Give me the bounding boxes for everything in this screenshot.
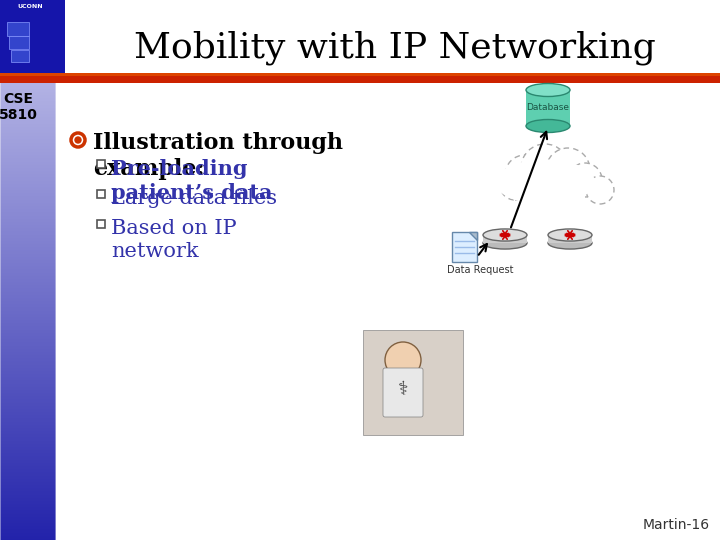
Circle shape [546,148,590,192]
Circle shape [75,137,81,143]
Text: Mobility with IP Networking: Mobility with IP Networking [134,31,656,65]
Text: Based on IP
network: Based on IP network [111,219,237,261]
Text: CSE
5810: CSE 5810 [0,92,37,122]
Bar [363,330,463,435]
Bar [483,235,527,243]
FancyBboxPatch shape [11,50,29,62]
Bar [526,90,570,126]
Bar [97,190,105,198]
Ellipse shape [495,159,595,205]
Text: Database: Database [526,104,570,112]
FancyBboxPatch shape [452,232,477,262]
Text: Illustration through
example:: Illustration through example: [93,132,343,180]
Circle shape [505,155,545,195]
Bar [0,73,720,76]
Text: ⚕: ⚕ [397,381,408,400]
Bar [0,76,720,83]
Bar [548,235,592,243]
Ellipse shape [483,229,527,241]
Polygon shape [469,232,477,240]
Ellipse shape [483,237,527,249]
FancyBboxPatch shape [9,36,29,49]
Ellipse shape [548,237,592,249]
Bar [97,220,105,228]
Text: Data Request: Data Request [447,265,513,275]
Ellipse shape [548,229,592,241]
Bar [0,0,65,80]
Text: UCONN: UCONN [17,4,42,10]
Text: Large data files: Large data files [111,189,277,208]
Ellipse shape [526,84,570,97]
Circle shape [500,170,530,200]
Bar [97,160,105,168]
Circle shape [385,342,421,378]
FancyBboxPatch shape [7,22,29,36]
Circle shape [521,144,569,192]
FancyBboxPatch shape [383,368,423,417]
Text: Pre-loading
patient’s data: Pre-loading patient’s data [111,159,272,203]
Ellipse shape [526,119,570,132]
Circle shape [568,163,602,197]
Text: Martin-16: Martin-16 [643,518,710,532]
Circle shape [586,176,614,204]
